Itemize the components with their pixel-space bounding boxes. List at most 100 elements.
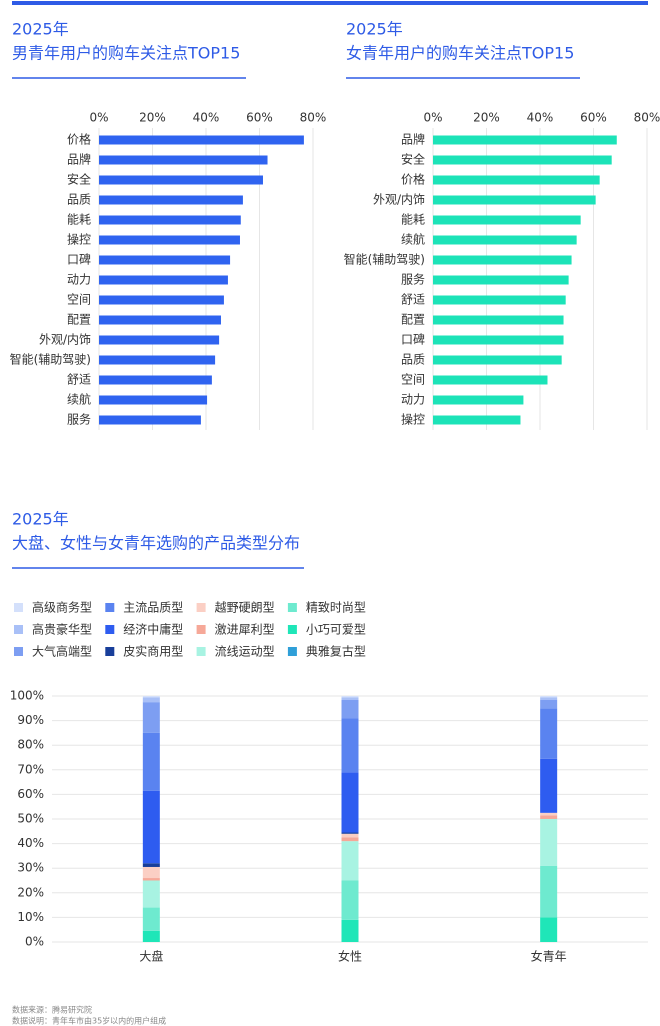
x-tick-label: 大盘 [139,949,163,964]
x-tick-label: 60% [580,111,607,125]
bar [433,195,596,205]
bar-segment [341,841,359,881]
bar-segment [142,907,160,931]
x-tick-label: 0% [89,111,108,125]
bar-segment [540,812,558,816]
bar [433,355,562,365]
bar-segment [142,697,160,703]
chart-title: 2025年 [346,20,403,39]
bar-segment [142,790,160,864]
bar-segment [142,866,160,879]
category-label: 动力 [401,393,425,407]
category-label: 能耗 [67,213,91,227]
x-tick-label: 60% [246,111,273,125]
category-label: 配置 [67,313,91,327]
bar [99,375,212,385]
chart-subtitle: 女青年用户的购车关注点TOP15 [346,44,574,63]
bar-segment [341,837,359,842]
category-label: 续航 [401,232,425,247]
x-tick-label: 20% [139,111,166,125]
legend-label: 流线运动型 [215,645,275,659]
y-tick-label: 10% [17,910,44,924]
bar-segment [540,819,558,866]
y-tick-label: 90% [17,713,44,727]
bar-segment [540,758,558,813]
x-tick-label: 20% [473,111,500,125]
category-label: 价格 [401,172,425,187]
category-label: 配置 [401,313,425,327]
bar-segment [540,697,558,700]
category-label: 品质 [67,193,91,207]
legend-swatch [105,647,115,656]
bar-segment [142,878,160,881]
category-label: 空间 [401,373,425,387]
bar-segment [142,930,160,942]
category-label: 品质 [401,353,425,367]
bar [433,215,581,225]
chart-subtitle: 大盘、女性与女青年选购的产品类型分布 [12,534,300,553]
bar-segment [540,696,558,698]
category-label: 智能(辅助驾驶) [344,252,425,267]
category-label: 续航 [67,392,91,407]
bar-segment [341,919,359,942]
bar [433,415,521,425]
category-label: 服务 [67,412,91,427]
bar-segment [341,832,359,834]
legend-swatch [287,625,297,634]
x-tick-label: 女性 [338,949,362,964]
bar-segment [142,863,160,867]
category-label: 舒适 [67,373,91,387]
bar [433,315,564,325]
legend-swatch [196,603,206,612]
bar-segment [540,865,558,918]
chart-title: 2025年 [12,510,69,529]
bar [433,275,569,285]
bar [433,235,577,245]
bar-segment [142,702,160,733]
bar-segment [341,880,359,920]
bar [99,355,216,365]
bar [433,375,548,385]
category-label: 舒适 [401,293,425,307]
bar-segment [341,833,359,838]
legend-label: 皮实商用型 [123,644,183,659]
x-tick-label: 女青年 [531,949,567,964]
bar [433,255,572,265]
category-label: 安全 [401,152,425,167]
legend-label: 激进犀利型 [215,623,275,637]
x-tick-label: 40% [193,111,220,125]
bar [433,155,612,165]
bar [99,135,304,145]
y-tick-label: 60% [17,787,44,801]
legend-swatch [105,603,115,612]
y-tick-label: 30% [17,861,44,875]
category-label: 安全 [67,172,91,187]
x-tick-label: 80% [300,111,327,125]
bar [99,175,263,185]
category-label: 操控 [401,412,425,427]
legend-label: 高贵豪华型 [32,622,92,637]
bar-segment [142,732,160,791]
y-tick-label: 70% [17,762,44,776]
legend-label: 大气高端型 [32,644,92,659]
y-tick-label: 40% [17,836,44,850]
source: 数据来源：腾易研究院 [12,1005,92,1015]
legend-swatch [14,603,23,612]
legend-swatch [287,647,297,656]
bar [99,275,228,285]
bar-segment [341,697,359,700]
bar [99,315,221,325]
category-label: 动力 [67,273,91,287]
bar [99,255,231,265]
legend-label: 高级商务型 [32,600,92,615]
bar-segment [341,696,359,698]
bar-segment [341,772,359,833]
y-tick-label: 100% [10,689,44,703]
bar-segment [540,815,558,819]
category-label: 外观/内饰 [39,333,91,347]
bar [433,395,524,405]
bar [99,415,201,425]
bar [433,175,600,185]
chart-title: 2025年 [12,20,69,39]
category-label: 价格 [67,132,91,147]
